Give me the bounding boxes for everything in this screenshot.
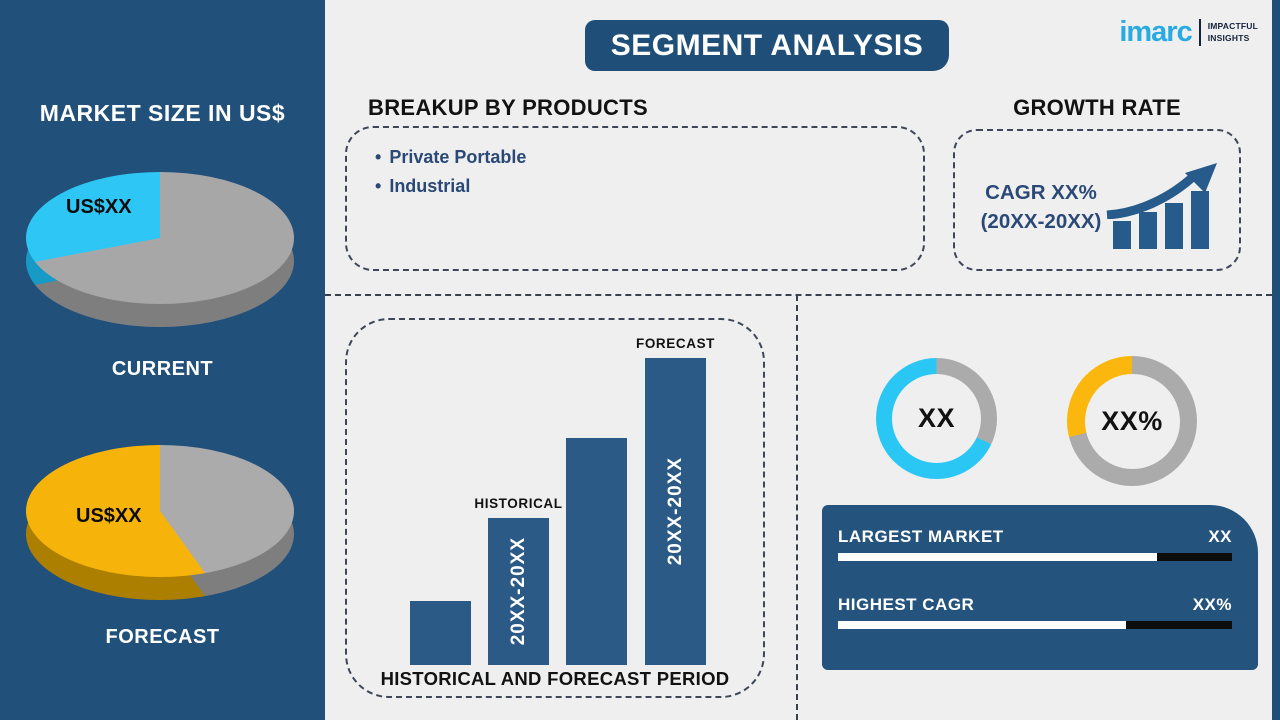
current-pie-top xyxy=(26,172,294,304)
forecast-pie-chart: US$XX xyxy=(26,445,294,601)
cagr-text: CAGR XX% (20XX-20XX) xyxy=(981,178,1102,236)
breakup-item-label: Industrial xyxy=(389,176,471,196)
bar-period-label: 20XX-20XX xyxy=(507,537,529,646)
vertical-divider xyxy=(796,295,798,720)
current-pie-value-label: US$XX xyxy=(66,196,132,218)
historical-label: HISTORICAL xyxy=(474,496,563,511)
largest-market-row: LARGEST MARKET XX xyxy=(838,527,1232,561)
logo-divider xyxy=(1198,19,1201,46)
donut-chart-highest-cagr: XX% xyxy=(1067,356,1197,486)
breakup-item: • Industrial xyxy=(375,172,895,201)
bar-column-forecast: FORECAST 20XX-20XX xyxy=(636,336,714,665)
current-pie-chart: US$XX xyxy=(26,172,294,328)
breakup-item-label: Private Portable xyxy=(389,147,527,167)
bar-column xyxy=(410,601,471,665)
imarc-logo-wordmark: imarc xyxy=(1119,16,1192,48)
donut-value: XX xyxy=(917,403,956,433)
progress-fill xyxy=(838,553,1158,561)
largest-market-label: LARGEST MARKET xyxy=(838,527,1004,546)
breakup-box: • Private Portable • Industrial xyxy=(345,126,925,271)
bar: 20XX-20XX xyxy=(645,358,706,665)
stats-panel: LARGEST MARKET XX HIGHEST CAGR XX% xyxy=(822,505,1258,670)
growth-chart-icon xyxy=(1107,163,1218,249)
page-title: SEGMENT ANALYSIS xyxy=(585,20,949,71)
logo-tagline-line1: IMPACTFUL xyxy=(1207,21,1258,32)
forecast-label: FORECAST xyxy=(635,336,716,351)
breakup-item: • Private Portable xyxy=(375,143,895,172)
growth-rate-heading: GROWTH RATE xyxy=(1013,95,1181,120)
highest-cagr-value: XX% xyxy=(1192,595,1232,614)
market-size-heading: MARKET SIZE IN US$ xyxy=(39,100,286,126)
current-pie-caption: CURRENT xyxy=(111,358,214,380)
progress-track xyxy=(838,553,1232,561)
donut-chart-largest-market: XX xyxy=(876,358,997,479)
highest-cagr-row: HIGHEST CAGR XX% xyxy=(838,595,1232,629)
growth-rate-box: CAGR XX% (20XX-20XX) xyxy=(953,129,1241,271)
bar: 20XX-20XX xyxy=(488,518,549,665)
period-chart-caption: HISTORICAL AND FORECAST PERIOD xyxy=(380,668,730,689)
largest-market-value: XX xyxy=(1208,527,1232,546)
bullet-icon: • xyxy=(375,176,382,196)
bar-period-label: 20XX-20XX xyxy=(664,457,686,566)
right-border-strip xyxy=(1272,0,1280,720)
logo-tagline: IMPACTFUL INSIGHTS xyxy=(1208,21,1258,43)
market-size-sidebar: MARKET SIZE IN US$ US$XX CURRENT US$XX F… xyxy=(0,0,325,720)
growth-arrow-icon xyxy=(1107,163,1218,219)
cagr-line1: CAGR XX% xyxy=(985,181,1097,204)
donut-value: XX% xyxy=(1101,405,1163,436)
forecast-pie-value-label: US$XX xyxy=(76,505,142,527)
progress-track xyxy=(838,621,1232,629)
horizontal-divider xyxy=(325,294,1272,296)
page-title-text: SEGMENT ANALYSIS xyxy=(610,28,924,62)
cagr-line2: (20XX-20XX) xyxy=(980,210,1102,233)
forecast-pie-top xyxy=(26,445,294,577)
breakup-heading: BREAKUP BY PRODUCTS xyxy=(368,95,648,120)
bullet-icon: • xyxy=(375,147,382,167)
bar xyxy=(410,601,471,665)
progress-fill xyxy=(838,621,1126,629)
imarc-logo: imarc IMPACTFUL INSIGHTS xyxy=(1119,18,1258,47)
logo-tagline-line2: INSIGHTS xyxy=(1207,32,1250,43)
bar xyxy=(566,438,627,665)
highest-cagr-label: HIGHEST CAGR xyxy=(838,595,975,614)
bar-column-historical: HISTORICAL 20XX-20XX xyxy=(474,496,562,665)
bar-column xyxy=(566,438,627,665)
forecast-pie-caption: FORECAST xyxy=(105,626,220,648)
period-bar-chart: HISTORICAL 20XX-20XX FORECAST 20XX-20XX … xyxy=(345,318,765,698)
